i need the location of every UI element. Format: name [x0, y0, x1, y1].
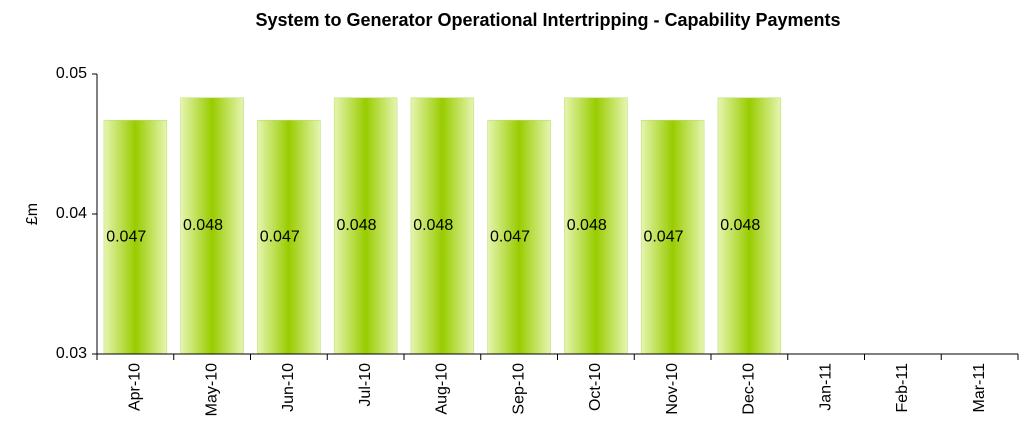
- data-label: 0.047: [260, 228, 300, 245]
- bar: [333, 97, 398, 355]
- data-label: 0.048: [183, 217, 223, 234]
- x-tick-label: Nov-10: [664, 363, 681, 415]
- bar: [103, 119, 168, 355]
- bar: [717, 97, 782, 355]
- x-tick-label: Jul-10: [357, 363, 374, 407]
- chart-title: System to Generator Operational Intertri…: [255, 10, 840, 30]
- x-tick-label: Mar-11: [971, 363, 988, 413]
- x-tick-label: Apr-10: [127, 363, 144, 411]
- x-tick-label: Feb-11: [894, 363, 911, 413]
- bar: [180, 97, 244, 355]
- data-label: 0.047: [643, 228, 683, 245]
- x-tick-label: Oct-10: [587, 363, 604, 411]
- bar: [564, 97, 628, 355]
- data-label: 0.048: [336, 217, 376, 234]
- y-tick-label: 0.03: [56, 345, 87, 362]
- data-label: 0.048: [720, 217, 760, 234]
- x-tick-label: Aug-10: [434, 363, 451, 415]
- bar: [257, 119, 321, 355]
- x-tick-label: Sep-10: [510, 363, 527, 415]
- y-tick-label: 0.04: [56, 205, 87, 222]
- bar: [640, 119, 705, 355]
- x-tick-label: May-10: [203, 363, 220, 416]
- x-tick-label: Dec-10: [741, 363, 758, 415]
- data-label: 0.048: [413, 217, 453, 234]
- y-tick-label: 0.05: [56, 65, 87, 82]
- data-label: 0.047: [490, 228, 530, 245]
- bar: [487, 119, 551, 355]
- x-tick-label: Jan-11: [817, 363, 834, 411]
- x-tick-label: Jun-10: [280, 363, 297, 412]
- y-axis-label: £m: [24, 203, 41, 225]
- data-label: 0.048: [567, 217, 607, 234]
- data-label: 0.047: [106, 228, 146, 245]
